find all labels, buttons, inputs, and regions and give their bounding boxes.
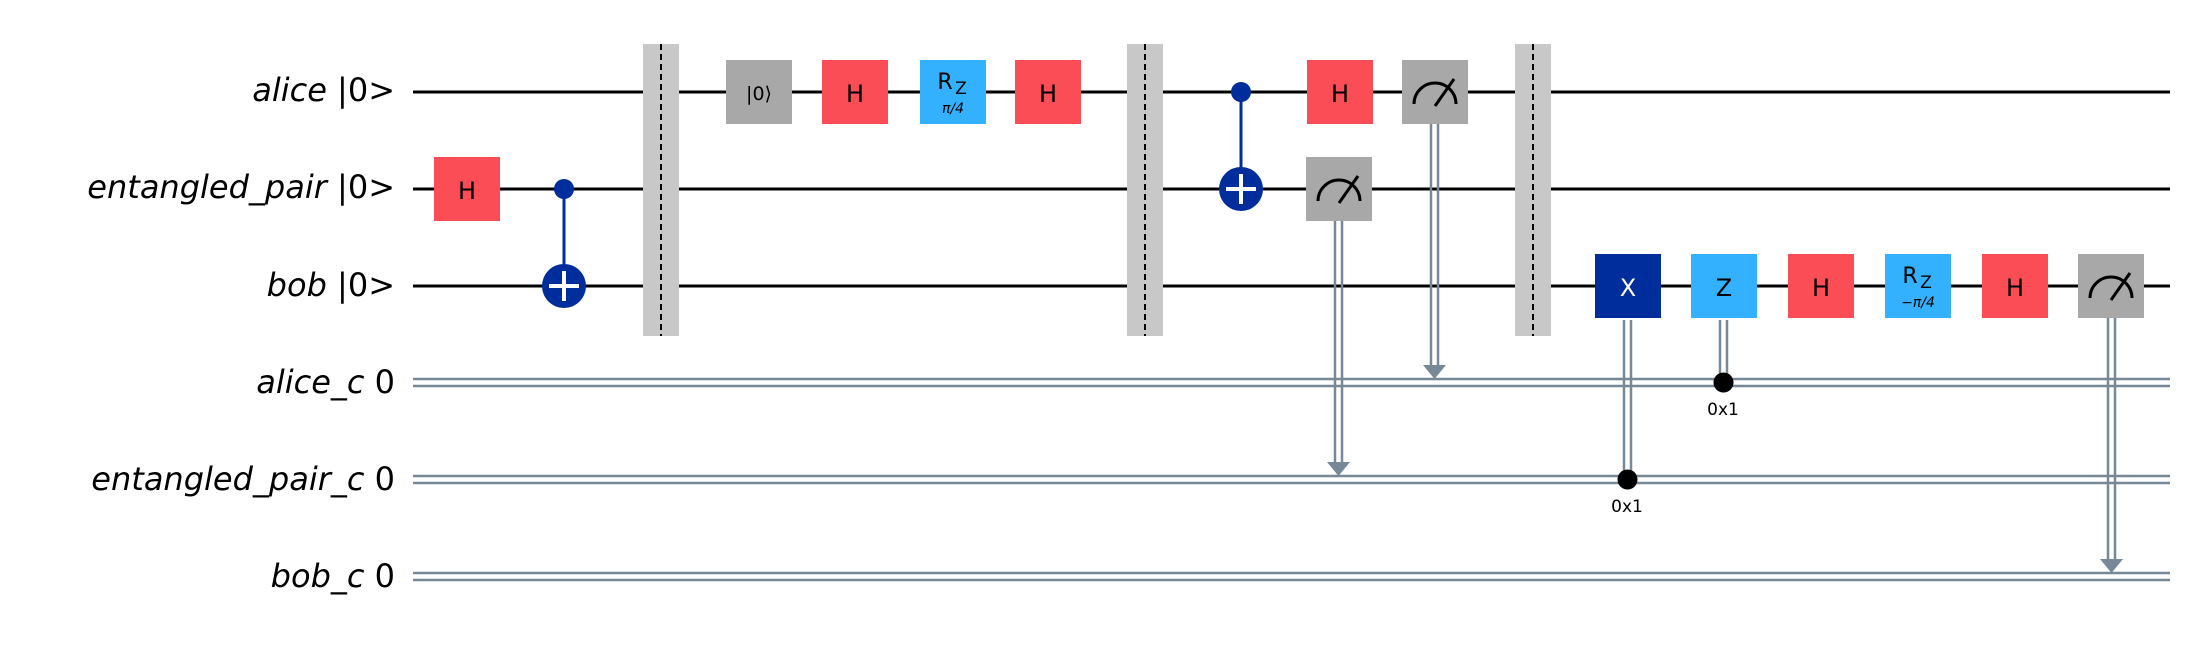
svg-text:Z: Z bbox=[1716, 274, 1732, 302]
svg-text:H: H bbox=[2006, 274, 2024, 302]
condition-label: 0x1 bbox=[1707, 400, 1739, 420]
classical-wire-alice-c bbox=[413, 377, 2170, 388]
control-dot bbox=[1231, 82, 1251, 102]
svg-text:R: R bbox=[1902, 264, 1917, 289]
svg-text:H: H bbox=[1812, 274, 1830, 302]
rz-gate-bob: R Z −π/4 bbox=[1885, 254, 1951, 318]
svg-text:H: H bbox=[458, 177, 476, 205]
condition-dot bbox=[1617, 469, 1638, 490]
svg-text:|0⟩: |0⟩ bbox=[746, 83, 772, 105]
h-gate-alice-2: H bbox=[1015, 60, 1081, 124]
condition-dot bbox=[1713, 372, 1734, 393]
svg-text:Z: Z bbox=[1920, 273, 1932, 293]
svg-text:R: R bbox=[937, 70, 952, 95]
cnot-gate-2 bbox=[1219, 82, 1263, 211]
svg-text:H: H bbox=[1331, 80, 1349, 108]
barrier-1 bbox=[643, 44, 679, 336]
svg-text:−π/4: −π/4 bbox=[1901, 295, 1935, 311]
svg-text:H: H bbox=[1039, 80, 1057, 108]
h-gate-alice-3: H bbox=[1307, 60, 1373, 124]
measure-alice bbox=[1402, 60, 1468, 379]
h-gate-alice-1: H bbox=[822, 60, 888, 124]
classical-wire-bob-c bbox=[413, 571, 2170, 582]
barrier-2 bbox=[1127, 44, 1163, 336]
register-label-bob: bob |0> bbox=[267, 266, 395, 304]
barrier-3 bbox=[1515, 44, 1551, 336]
h-gate-bob-1: H bbox=[1788, 254, 1854, 318]
svg-text:X: X bbox=[1620, 274, 1636, 302]
h-gate-entangled-pair: H bbox=[434, 157, 500, 221]
svg-text:H: H bbox=[846, 80, 864, 108]
register-label-entangled-pair: entangled_pair |0> bbox=[87, 168, 395, 206]
measure-entangled-pair bbox=[1306, 157, 1372, 476]
reset-gate-alice: |0⟩ bbox=[726, 60, 792, 124]
classical-wire-entangled-pair-c bbox=[413, 474, 2170, 485]
rz-gate-alice: R Z π/4 bbox=[920, 60, 986, 124]
condition-label: 0x1 bbox=[1611, 497, 1643, 517]
h-gate-bob-2: H bbox=[1982, 254, 2048, 318]
register-label-entangled-pair-c: entangled_pair_c 0 bbox=[91, 460, 395, 498]
control-dot bbox=[554, 179, 574, 199]
register-label-bob-c: bob_c 0 bbox=[271, 557, 395, 595]
cnot-gate-1 bbox=[542, 179, 586, 308]
svg-text:π/4: π/4 bbox=[942, 101, 964, 117]
measure-bob bbox=[2078, 254, 2144, 573]
svg-text:Z: Z bbox=[955, 79, 967, 99]
conditional-x-gate-bob: 0x1 X bbox=[1595, 254, 1661, 517]
register-label-alice: alice |0> bbox=[252, 71, 395, 109]
register-label-alice-c: alice_c 0 bbox=[256, 363, 395, 401]
conditional-z-gate-bob: 0x1 Z bbox=[1691, 254, 1757, 420]
